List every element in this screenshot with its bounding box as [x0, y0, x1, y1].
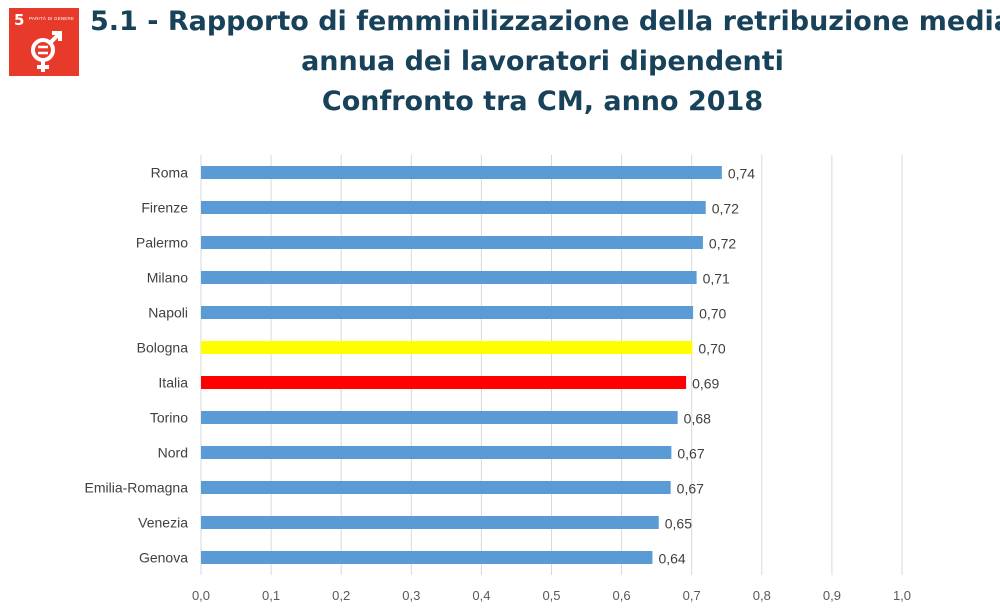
bar	[201, 411, 678, 424]
data-label: 0,70	[698, 341, 725, 357]
data-label: 0,68	[684, 411, 711, 427]
x-tick-label: 0,1	[262, 588, 280, 603]
data-label: 0,67	[677, 446, 704, 462]
category-label: Nord	[158, 445, 188, 461]
x-tick-label: 0,4	[472, 588, 490, 603]
category-label: Emilia-Romagna	[85, 480, 189, 496]
x-tick-label: 0,5	[542, 588, 560, 603]
page-title: 5.1 - Rapporto di femminilizzazione dell…	[90, 2, 1000, 122]
sdg-5-badge: 5 PARITÀ DI GENERE	[9, 8, 79, 76]
category-label: Napoli	[148, 305, 188, 321]
category-label: Firenze	[141, 200, 188, 216]
sdg-number: 5	[14, 11, 25, 29]
category-label: Bologna	[137, 340, 189, 356]
x-tick-label: 0,8	[753, 588, 771, 603]
bar-chart: 0,0 0,1 0,2 0,3 0,4 0,5 0,6 0,7 0,8 0,9 1,0 Roma 0,7…	[85, 155, 911, 603]
data-label: 0,67	[677, 481, 704, 497]
data-label: 0,65	[665, 516, 692, 532]
title-line-2: annua dei lavoratori dipendenti	[301, 46, 784, 77]
title-line-1: 5.1 - Rapporto di femminilizzazione dell…	[90, 6, 1000, 37]
x-tick-label: 0,7	[683, 588, 701, 603]
x-tick-label: 1,0	[893, 588, 911, 603]
bar	[201, 376, 687, 389]
bar	[201, 201, 706, 214]
bar	[201, 166, 722, 179]
data-label: 0,71	[703, 271, 730, 287]
category-label: Venezia	[138, 515, 188, 531]
title-line-3: Confronto tra CM, anno 2018	[321, 86, 764, 117]
bar	[201, 551, 653, 564]
bar	[201, 341, 693, 354]
bar	[201, 306, 694, 319]
data-label: 0,72	[712, 201, 739, 217]
x-tick-label: 0,9	[823, 588, 841, 603]
x-tick-label: 0,0	[192, 588, 210, 603]
bar	[201, 516, 659, 529]
category-label: Roma	[151, 165, 189, 181]
x-tick-label: 0,2	[332, 588, 350, 603]
bar	[201, 446, 672, 459]
category-label: Genova	[139, 550, 188, 566]
data-label: 0,64	[658, 551, 685, 567]
bar	[201, 271, 697, 284]
category-label: Palermo	[136, 235, 188, 251]
sdg-label: PARITÀ DI GENERE	[29, 16, 75, 21]
x-tick-label: 0,3	[402, 588, 420, 603]
data-label: 0,72	[709, 236, 736, 252]
bar	[201, 481, 671, 494]
category-label: Milano	[147, 270, 188, 286]
x-tick-label: 0,6	[613, 588, 631, 603]
category-label: Italia	[158, 375, 188, 391]
bar	[201, 236, 703, 249]
category-label: Torino	[150, 410, 188, 426]
data-label: 0,70	[699, 306, 726, 322]
gender-equality-icon	[31, 31, 62, 72]
data-label: 0,74	[728, 166, 755, 182]
data-label: 0,69	[692, 376, 719, 392]
